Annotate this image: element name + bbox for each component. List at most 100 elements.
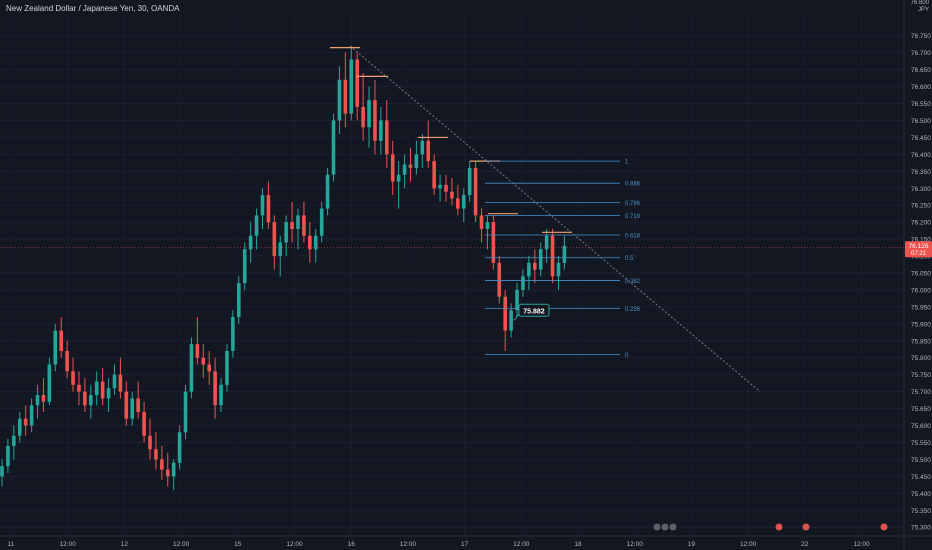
candle-body bbox=[538, 249, 543, 270]
candle-body bbox=[41, 395, 46, 402]
candle-body bbox=[509, 310, 513, 331]
event-icon bbox=[801, 522, 811, 532]
candle-body bbox=[136, 398, 140, 412]
candle-body bbox=[550, 235, 555, 277]
candle-body bbox=[349, 59, 354, 114]
currency-label: 76.800 JPY bbox=[911, 0, 929, 14]
candle-body bbox=[503, 296, 507, 331]
fib-label: 0.618 bbox=[625, 234, 641, 240]
y-tick-label: 76.400 bbox=[911, 152, 931, 159]
candle-body bbox=[319, 208, 324, 236]
candle-body bbox=[385, 120, 389, 155]
y-tick-label: 76.300 bbox=[911, 186, 931, 193]
candle-body bbox=[201, 357, 206, 365]
y-tick-label: 75.500 bbox=[911, 457, 931, 464]
candle-body bbox=[23, 418, 28, 426]
y-tick-label: 75.450 bbox=[911, 474, 931, 481]
y-tick-label: 75.900 bbox=[911, 321, 931, 328]
candle-body bbox=[373, 100, 377, 141]
candle-body bbox=[527, 262, 531, 277]
candle-body bbox=[160, 459, 164, 470]
candle-body bbox=[355, 59, 359, 107]
fib-label: 0.236 bbox=[625, 307, 641, 313]
candle-body bbox=[456, 198, 460, 209]
candle-body bbox=[89, 395, 93, 406]
chart-title: New Zealand Dollar / Japanese Yen, 30, O… bbox=[6, 4, 180, 13]
candle-body bbox=[237, 283, 241, 318]
candle-body bbox=[515, 289, 519, 311]
candle-body bbox=[219, 384, 223, 406]
x-tick-label: 11 bbox=[8, 541, 15, 548]
candle-body bbox=[432, 161, 436, 189]
candle-body bbox=[225, 350, 229, 385]
candle-body bbox=[165, 469, 170, 477]
candle-body bbox=[29, 405, 34, 426]
y-tick-label: 76.450 bbox=[911, 135, 931, 142]
candle-body bbox=[207, 364, 211, 372]
y-tick-label: 75.550 bbox=[911, 440, 931, 447]
candle-body bbox=[438, 184, 442, 189]
candle-body bbox=[260, 195, 265, 216]
currency-code: JPY bbox=[917, 7, 929, 13]
countdown-label: 07:21 bbox=[911, 251, 927, 257]
candle-body bbox=[124, 391, 129, 419]
candle-body bbox=[118, 374, 123, 392]
x-tick-label: 12:00 bbox=[853, 541, 870, 548]
y-tick-label: 76.050 bbox=[911, 271, 931, 278]
candle-body bbox=[0, 466, 4, 477]
candle-body bbox=[284, 222, 288, 243]
fib-label: 0.786 bbox=[625, 201, 641, 207]
x-tick-label: 12:00 bbox=[60, 541, 77, 548]
y-tick-label: 76.700 bbox=[911, 50, 931, 57]
candle-body bbox=[343, 79, 348, 114]
candle-body bbox=[296, 215, 300, 229]
candle-body bbox=[562, 245, 567, 263]
x-tick-label: 18 bbox=[574, 541, 582, 548]
candle-body bbox=[47, 364, 52, 402]
candle-body bbox=[290, 222, 294, 229]
candle-body bbox=[485, 222, 490, 229]
fib-label: 0.886 bbox=[625, 182, 641, 188]
candle-body bbox=[331, 120, 336, 175]
candle-body bbox=[556, 262, 561, 277]
candle-body bbox=[266, 195, 271, 223]
candle-body bbox=[461, 195, 466, 209]
y-tick-label: 76.200 bbox=[911, 220, 931, 227]
y-tick-label: 76.250 bbox=[911, 203, 931, 210]
x-tick-label: 22 bbox=[801, 541, 809, 548]
candle-body bbox=[231, 317, 235, 351]
candle-body bbox=[17, 418, 22, 436]
candle-body bbox=[254, 215, 259, 236]
y-tick-label: 76.650 bbox=[911, 67, 931, 74]
fib-label: 1 bbox=[625, 160, 629, 166]
fib-label: 0.719 bbox=[625, 214, 641, 220]
event-icon bbox=[668, 522, 678, 532]
candle-body bbox=[183, 391, 188, 433]
x-tick-label: 12:00 bbox=[400, 541, 417, 548]
candle-body bbox=[414, 154, 419, 168]
y-tick-label: 75.700 bbox=[911, 389, 931, 396]
x-tick-label: 12:00 bbox=[740, 541, 757, 548]
x-tick-label: 12:00 bbox=[173, 541, 190, 548]
trend-line bbox=[349, 45, 761, 393]
y-tick-label: 75.750 bbox=[911, 372, 931, 379]
candle-body bbox=[94, 381, 99, 396]
top-price-label: 76.800 bbox=[910, 0, 929, 6]
candle-body bbox=[12, 435, 16, 446]
candle-body bbox=[521, 276, 525, 290]
candle-body bbox=[313, 235, 318, 250]
current-price-label: 76.126 bbox=[909, 243, 929, 250]
annotation-box bbox=[518, 303, 550, 317]
fib-label: 0.5 bbox=[625, 256, 634, 262]
candle-body bbox=[112, 374, 117, 389]
candle-body bbox=[379, 120, 383, 141]
candle-body bbox=[148, 435, 152, 450]
event-icon bbox=[879, 522, 889, 532]
candle-body bbox=[100, 381, 105, 399]
candle-body bbox=[473, 167, 478, 216]
x-tick-label: 12:00 bbox=[513, 541, 530, 548]
candle-body bbox=[402, 164, 407, 175]
candle-body bbox=[396, 174, 401, 182]
x-tick-label: 12 bbox=[121, 541, 129, 548]
